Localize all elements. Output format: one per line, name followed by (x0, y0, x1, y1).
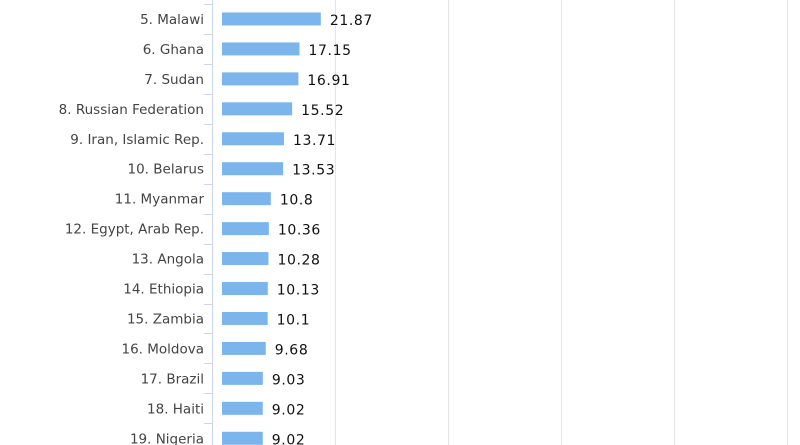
category-label: 14. Ethiopia (123, 282, 204, 298)
bar (222, 72, 299, 86)
category-label: 12. Egypt, Arab Rep. (65, 222, 204, 238)
category-label: 18. Haiti (147, 401, 204, 417)
value-label: 13.71 (293, 133, 336, 149)
value-label: 10.1 (277, 312, 311, 328)
category-label: 19. Nigeria (130, 431, 204, 445)
category-label: 17. Brazil (141, 371, 204, 387)
category-label: 16. Moldova (121, 341, 204, 357)
value-label: 10.13 (277, 283, 320, 299)
category-label: 9. Iran, Islamic Rep. (70, 132, 204, 148)
bar (222, 102, 293, 116)
value-label: 21.87 (330, 13, 373, 29)
bar (222, 431, 263, 445)
bar (222, 341, 266, 355)
bar (222, 222, 269, 236)
bar (222, 162, 284, 176)
category-label: 15. Zambia (127, 311, 204, 327)
category-label: 8. Russian Federation (59, 102, 204, 118)
category-label: 5. Malawi (140, 12, 204, 28)
bar (222, 311, 268, 325)
category-axis (204, 0, 213, 445)
value-label: 9.68 (275, 342, 309, 358)
category-label: 11. Myanmar (115, 192, 205, 208)
category-label: 7. Sudan (144, 72, 204, 88)
value-label: 9.02 (272, 402, 306, 418)
bar (222, 371, 263, 385)
bar (222, 282, 268, 296)
gridlines (335, 0, 788, 445)
bar (222, 401, 263, 415)
value-label: 15.52 (301, 103, 344, 119)
value-labels: 21.87 17.15 16.91 15.52 13.71 13.53 10.8 10.36 1… (272, 13, 373, 445)
bar (222, 42, 300, 56)
category-label: 6. Ghana (143, 42, 204, 58)
value-label: 16.91 (307, 73, 350, 89)
bar (222, 132, 284, 146)
category-label: 10. Belarus (128, 162, 205, 178)
bar (222, 192, 271, 206)
bar (222, 12, 321, 26)
value-label: 9.03 (272, 372, 306, 388)
value-label: 10.36 (278, 223, 321, 239)
value-label: 9.02 (272, 432, 306, 445)
category-labels: 5. Malawi 6. Ghana 7. Sudan 8. Russian Fede… (59, 12, 205, 445)
bars (222, 12, 321, 445)
category-label: 13. Angola (132, 252, 204, 268)
value-label: 10.8 (280, 193, 314, 209)
value-label: 10.28 (277, 253, 320, 269)
bar (222, 252, 269, 266)
value-label: 13.53 (292, 163, 335, 179)
value-label: 17.15 (309, 43, 352, 59)
